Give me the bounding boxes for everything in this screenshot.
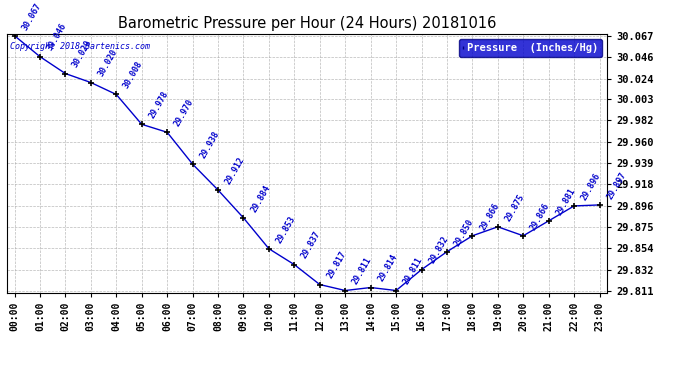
Text: 29.817: 29.817 — [325, 250, 348, 280]
Text: 30.067: 30.067 — [20, 1, 43, 32]
Text: 30.046: 30.046 — [46, 22, 68, 53]
Legend: Pressure  (Inches/Hg): Pressure (Inches/Hg) — [460, 39, 602, 57]
Text: 29.814: 29.814 — [376, 253, 399, 284]
Text: 29.896: 29.896 — [580, 171, 602, 202]
Text: 29.884: 29.884 — [249, 183, 272, 214]
Text: 29.853: 29.853 — [275, 214, 297, 244]
Text: 30.008: 30.008 — [122, 60, 145, 90]
Text: 29.850: 29.850 — [453, 217, 475, 248]
Text: 30.020: 30.020 — [97, 48, 119, 78]
Text: 29.970: 29.970 — [172, 98, 195, 128]
Text: 29.912: 29.912 — [224, 155, 246, 186]
Text: 29.978: 29.978 — [147, 90, 170, 120]
Text: 29.897: 29.897 — [605, 170, 628, 201]
Text: 29.866: 29.866 — [478, 201, 501, 232]
Text: 29.875: 29.875 — [504, 192, 526, 223]
Text: 29.832: 29.832 — [427, 235, 450, 266]
Text: 29.811: 29.811 — [351, 256, 373, 286]
Text: 29.866: 29.866 — [529, 201, 551, 232]
Text: 30.029: 30.029 — [71, 39, 94, 69]
Title: Barometric Pressure per Hour (24 Hours) 20181016: Barometric Pressure per Hour (24 Hours) … — [118, 16, 496, 31]
Text: 29.881: 29.881 — [554, 186, 577, 217]
Text: Copyright 2018 Bartenics.com: Copyright 2018 Bartenics.com — [10, 42, 150, 51]
Text: 29.811: 29.811 — [402, 256, 424, 286]
Text: 29.938: 29.938 — [198, 129, 221, 160]
Text: 29.837: 29.837 — [300, 230, 323, 261]
